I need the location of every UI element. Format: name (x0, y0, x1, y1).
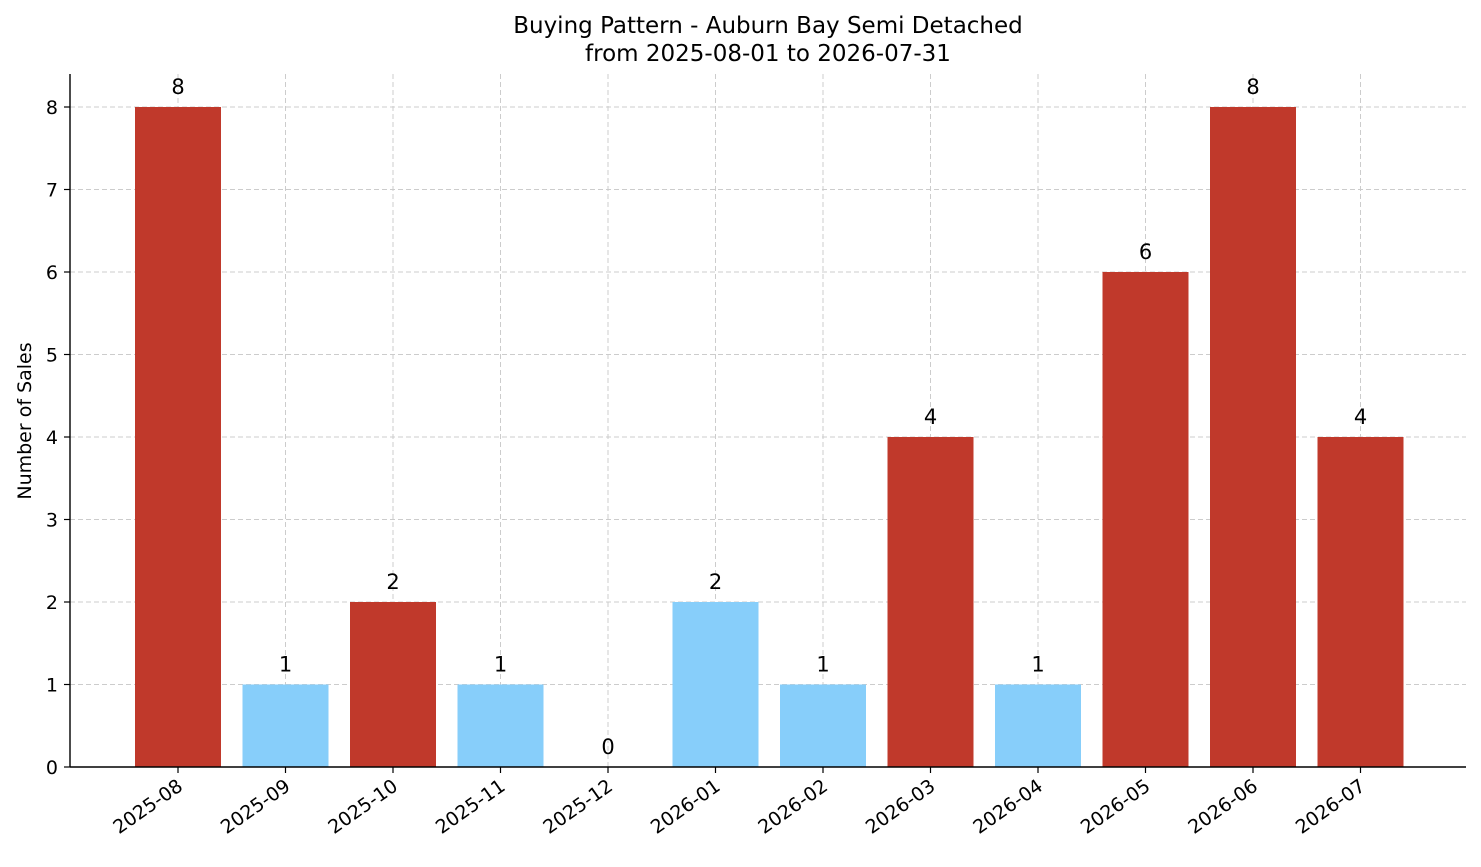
bar-2025-10 (350, 602, 436, 767)
bar-2025-11 (457, 684, 544, 767)
y-tick-label: 6 (46, 262, 58, 284)
x-tick-label: 2026-07 (1292, 775, 1370, 839)
y-tick-label: 8 (46, 97, 58, 119)
bar-value-label: 8 (171, 75, 184, 99)
bar-value-label: 8 (1246, 75, 1259, 99)
grid (70, 74, 1466, 768)
x-tick-label: 2026-02 (754, 775, 832, 839)
bar-value-label: 2 (709, 570, 722, 594)
y-tick-label: 7 (46, 180, 58, 202)
bar-value-label: 4 (924, 405, 937, 429)
x-tick-label: 2025-09 (217, 775, 295, 839)
y-tick-label: 5 (46, 345, 58, 367)
bar-2025-08 (135, 107, 221, 767)
bar-2026-02 (780, 684, 866, 767)
y-axis-label: Number of Sales (14, 342, 36, 499)
bar-value-labels: 8 1 2 1 0 2 1 4 1 6 8 4 (171, 75, 1367, 759)
bar-2026-05 (1102, 272, 1189, 767)
bar-2026-06 (1210, 107, 1296, 767)
chart-title: Buying Pattern - Auburn Bay Semi Detache… (513, 13, 1023, 39)
x-tick-label: 2026-05 (1077, 775, 1155, 839)
bar-value-label: 2 (386, 570, 399, 594)
bar-2025-09 (242, 684, 329, 767)
x-tick-label: 2025-08 (109, 775, 187, 839)
bar-2026-04 (995, 684, 1081, 767)
x-tick-label: 2026-03 (862, 775, 940, 839)
chart-subtitle: from 2025-08-01 to 2026-07-31 (585, 41, 951, 67)
bar-value-label: 1 (494, 653, 507, 677)
bar-value-label: 1 (279, 653, 292, 677)
x-ticks: 2025-08 2025-09 2025-10 2025-11 2025-12 2026-… (109, 767, 1369, 839)
x-tick-label: 2025-12 (539, 775, 617, 839)
y-tick-label: 4 (46, 427, 58, 449)
y-tick-label: 1 (46, 675, 58, 697)
x-tick-label: 2025-11 (432, 775, 510, 839)
x-tick-label: 2025-10 (324, 775, 402, 839)
bar-2026-03 (887, 437, 974, 767)
y-tick-label: 3 (46, 510, 58, 532)
y-tick-label: 2 (46, 592, 58, 614)
bar-value-label: 1 (816, 653, 829, 677)
bar-value-label: 6 (1139, 240, 1152, 264)
y-tick-label: 0 (46, 757, 58, 779)
bar-value-label: 0 (601, 735, 614, 759)
x-tick-label: 2026-06 (1184, 775, 1262, 839)
y-ticks: 0 1 2 3 4 5 6 7 8 (46, 97, 70, 779)
bar-2026-07 (1317, 437, 1404, 767)
bar-value-label: 1 (1031, 653, 1044, 677)
x-tick-label: 2026-04 (969, 775, 1047, 839)
bars (135, 107, 1404, 767)
bar-2026-01 (672, 602, 759, 767)
bar-value-label: 4 (1354, 405, 1367, 429)
x-tick-label: 2026-01 (647, 775, 725, 839)
